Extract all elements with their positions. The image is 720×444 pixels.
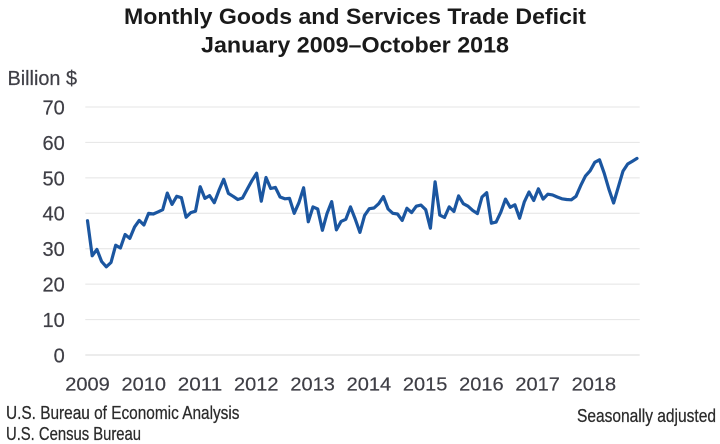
svg-text:0: 0 <box>54 345 65 367</box>
svg-text:50: 50 <box>43 168 65 190</box>
svg-text:2013: 2013 <box>290 374 335 395</box>
svg-text:2018: 2018 <box>572 374 617 395</box>
svg-text:Billion $: Billion $ <box>8 68 78 90</box>
svg-text:30: 30 <box>43 239 65 261</box>
svg-text:2009: 2009 <box>65 374 110 395</box>
svg-text:40: 40 <box>43 204 65 226</box>
svg-text:20: 20 <box>43 275 65 297</box>
svg-text:70: 70 <box>43 97 65 119</box>
svg-text:2017: 2017 <box>515 374 560 395</box>
svg-text:2010: 2010 <box>122 374 167 395</box>
svg-text:2012: 2012 <box>234 374 279 395</box>
svg-text:U.S. Bureau of Economic Analys: U.S. Bureau of Economic Analysis <box>6 403 240 423</box>
svg-text:2015: 2015 <box>403 374 448 395</box>
svg-text:2011: 2011 <box>178 374 223 395</box>
svg-text:60: 60 <box>43 133 65 155</box>
svg-text:U.S. Census Bureau: U.S. Census Bureau <box>6 424 141 444</box>
svg-text:2016: 2016 <box>459 374 504 395</box>
svg-text:January 2009–October 2018: January 2009–October 2018 <box>201 33 509 58</box>
svg-text:Monthly Goods and Services Tra: Monthly Goods and Services Trade Deficit <box>124 4 587 29</box>
svg-text:2014: 2014 <box>347 374 392 395</box>
svg-text:Seasonally adjusted: Seasonally adjusted <box>577 406 716 426</box>
svg-text:10: 10 <box>43 310 65 332</box>
